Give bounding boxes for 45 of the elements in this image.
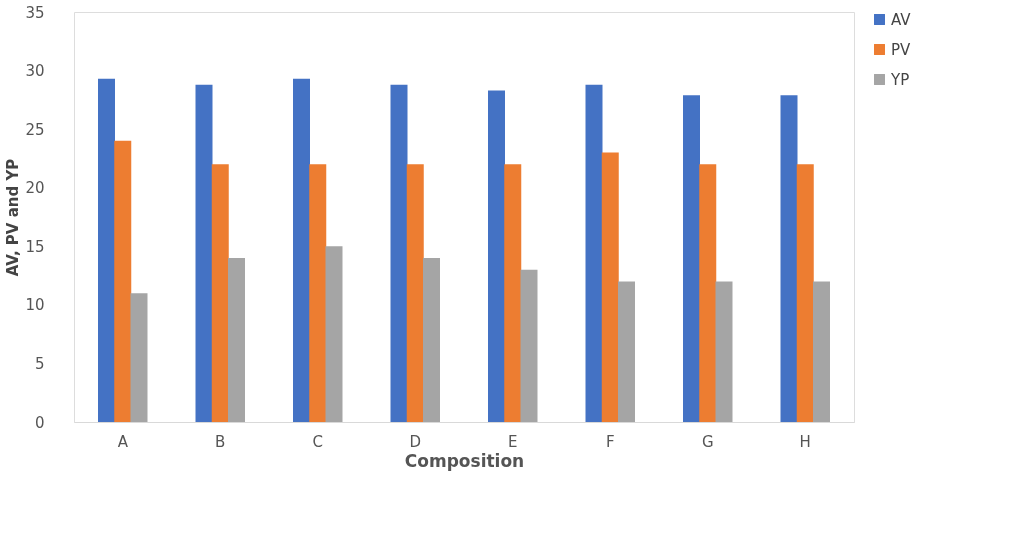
x-tick-label: H [799, 432, 811, 451]
bar [520, 269, 538, 422]
y-tick-label: 30 [25, 62, 45, 81]
bar [504, 164, 522, 422]
y-tick-label: 25 [25, 120, 45, 139]
y-tick-label: 10 [25, 296, 45, 315]
x-tick-label: G [701, 432, 714, 451]
y-tick-label: 0 [34, 413, 45, 432]
y-tick-label: 20 [25, 179, 45, 198]
x-tick-label: E [508, 432, 518, 451]
bar [796, 164, 814, 422]
x-tick-label: B [215, 432, 226, 451]
legend-label: PV [891, 40, 912, 59]
bar [309, 164, 327, 422]
y-tick-label: 15 [25, 237, 45, 256]
y-tick-label: 5 [34, 354, 45, 373]
bar [683, 95, 700, 422]
bar [601, 152, 619, 422]
x-tick-label: A [117, 432, 129, 451]
bar [699, 164, 717, 422]
bar [618, 281, 635, 422]
bar [488, 90, 505, 422]
bar [211, 164, 229, 422]
legend-label: YP [890, 70, 910, 89]
bar [325, 246, 343, 422]
legend-label: AV [891, 10, 912, 29]
bar [585, 84, 603, 422]
bar [715, 281, 733, 422]
bar [114, 140, 132, 422]
bar [406, 164, 424, 422]
bar [228, 258, 245, 422]
bar [390, 84, 408, 422]
bar [195, 84, 213, 422]
bar [293, 78, 310, 422]
x-tick-label: D [409, 432, 422, 451]
x-tick-label: C [312, 432, 323, 451]
x-axis-title: Composition [404, 450, 525, 471]
bar [130, 293, 148, 422]
bar [813, 281, 830, 422]
bar [98, 78, 115, 422]
x-tick-label: F [605, 432, 615, 451]
y-axis-title: AV, PV and YP [4, 158, 23, 277]
y-tick-label: 35 [25, 3, 45, 22]
bar [423, 258, 440, 422]
bar [780, 95, 798, 422]
